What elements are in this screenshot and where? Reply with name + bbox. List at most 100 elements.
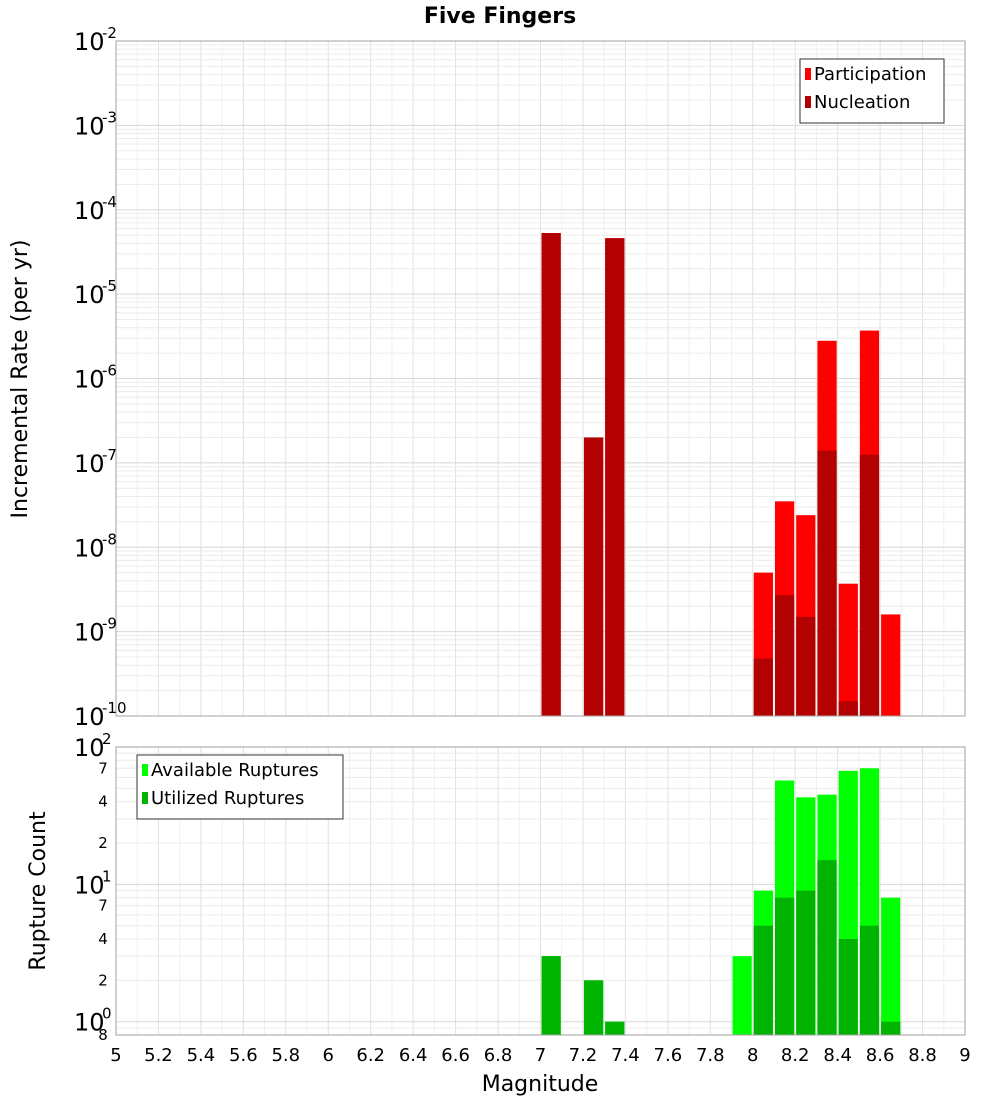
top-panel: 10-210-310-410-510-610-710-810-910-10Par…: [74, 24, 966, 731]
x-tick-label: 7.4: [611, 1045, 640, 1066]
bottom-y-tick-label: 10: [74, 734, 105, 762]
bottom-bar: [583, 980, 604, 1035]
x-tick-label: 5: [110, 1045, 121, 1066]
bottom-bar: [859, 925, 880, 1035]
top-bar: [881, 614, 901, 716]
bottom-y-minor-tick-label: 4: [98, 793, 108, 811]
top-bar: [605, 238, 625, 716]
x-tick-label: 7: [535, 1045, 546, 1066]
bottom-bar: [774, 897, 795, 1035]
top-y-tick-exponent: -9: [102, 615, 117, 633]
bottom-bar: [796, 890, 816, 1035]
top-y-tick-exponent: -10: [102, 699, 127, 717]
bottom-y-tick-label: 10: [74, 1009, 105, 1037]
x-axis-label: Magnitude: [482, 1072, 599, 1097]
x-tick-label: 6.2: [356, 1045, 385, 1066]
bottom-y-minor-tick-label: 7: [98, 759, 108, 777]
top-bar: [541, 233, 561, 716]
top-bar: [859, 454, 880, 716]
x-tick-label: 6.6: [441, 1045, 470, 1066]
x-tick-label: 8: [747, 1045, 758, 1066]
bottom-legend-box: [136, 754, 344, 820]
x-tick-label: 7.8: [696, 1045, 725, 1066]
top-grid: [115, 41, 966, 717]
bottom-bar: [817, 860, 837, 1035]
bottom-y-minor-tick-label: 7: [98, 897, 108, 915]
top-y-tick-exponent: -3: [102, 108, 117, 126]
top-plot-frame: [115, 40, 966, 717]
bottom-bar: [881, 1021, 901, 1035]
x-tick-label: 7.6: [654, 1045, 683, 1066]
top-bar: [838, 701, 858, 716]
bottom-series-1: [541, 860, 901, 1035]
bottom-y-tick-exponent: 1: [102, 867, 112, 885]
x-tick-label: 8.6: [866, 1045, 895, 1066]
top-legend-swatch: [805, 96, 811, 108]
bottom-legend-swatch: [142, 764, 148, 776]
bottom-y-minor-tick-label: 4: [98, 930, 108, 948]
top-y-tick-label: 10: [74, 112, 105, 140]
top-y-tick-label: 10: [74, 366, 105, 394]
bottom-legend-label: Available Ruptures: [151, 760, 319, 781]
bottom-bar: [541, 956, 561, 1035]
top-legend-swatch: [805, 68, 811, 80]
top-legend-box: [799, 58, 945, 124]
x-tick-label: 5.6: [229, 1045, 258, 1066]
top-y-tick-exponent: -8: [102, 530, 117, 548]
top-y-tick-exponent: -7: [102, 446, 117, 464]
top-legend: Participation Nucleation: [799, 58, 945, 124]
bottom-legend-label: Utilized Ruptures: [151, 788, 304, 809]
top-y-tick-exponent: -6: [102, 362, 117, 380]
bottom-y-tick-exponent: 2: [102, 730, 112, 748]
bottom-plot-frame: [115, 746, 966, 1036]
top-y-tick-label: 10: [74, 197, 105, 225]
x-tick-label: 8.8: [908, 1045, 937, 1066]
top-bar: [774, 595, 795, 716]
top-legend-label: Participation: [814, 64, 926, 85]
top-y-tick-exponent: -2: [102, 24, 117, 42]
top-bar: [796, 616, 816, 716]
top-y-tick-label: 10: [74, 619, 105, 647]
x-tick-label: 6: [323, 1045, 334, 1066]
x-tick-label: 8.4: [823, 1045, 852, 1066]
bottom-bar: [753, 925, 773, 1035]
x-tick-labels: 5 5.2 5.4 5.6 5.8 6 6.2 6.4 6.6 6.8 7 7.2 7.4 7.6 7.8 8…: [110, 1045, 970, 1066]
bottom-y-minor-tick-label: 2: [98, 971, 108, 989]
bottom-legend-swatch: [142, 792, 148, 804]
top-bar: [583, 437, 604, 716]
bottom-bar: [881, 897, 901, 1035]
chart-title: Five Fingers: [424, 4, 576, 29]
bottom-y-minor-tick-label: 8: [98, 1026, 108, 1044]
top-series-1: [541, 233, 880, 716]
top-y-tick-exponent: -5: [102, 277, 117, 295]
x-tick-label: 5.2: [144, 1045, 173, 1066]
top-y-tick-label: 10: [74, 28, 105, 56]
top-y-tick-label: 10: [74, 281, 105, 309]
bottom-bar: [732, 956, 752, 1035]
bottom-y-minor-tick-label: 2: [98, 834, 108, 852]
top-y-tick-label: 10: [74, 703, 105, 731]
top-bar: [817, 450, 837, 716]
top-legend-label: Nucleation: [814, 92, 910, 113]
top-y-tick-label: 10: [74, 534, 105, 562]
x-tick-label: 5.4: [187, 1045, 216, 1066]
bottom-bar: [838, 939, 858, 1035]
top-y-tick-label: 10: [74, 450, 105, 478]
x-tick-label: 9: [959, 1045, 970, 1066]
x-tick-label: 7.2: [569, 1045, 598, 1066]
bottom-bar: [605, 1021, 625, 1035]
top-y-tick-exponent: -4: [102, 193, 117, 211]
top-bar: [838, 583, 858, 716]
bottom-legend: Available Ruptures Utilized Ruptures: [136, 754, 344, 820]
top-bar: [753, 658, 773, 716]
x-tick-label: 6.8: [484, 1045, 513, 1066]
bottom-y-axis-label: Rupture Count: [26, 811, 51, 971]
x-tick-label: 8.2: [781, 1045, 810, 1066]
x-tick-label: 5.8: [271, 1045, 300, 1066]
top-y-axis-label: Incremental Rate (per yr): [8, 240, 33, 519]
bottom-y-tick-exponent: 0: [102, 1005, 112, 1023]
x-tick-label: 6.4: [399, 1045, 428, 1066]
bottom-y-tick-label: 10: [74, 871, 105, 899]
